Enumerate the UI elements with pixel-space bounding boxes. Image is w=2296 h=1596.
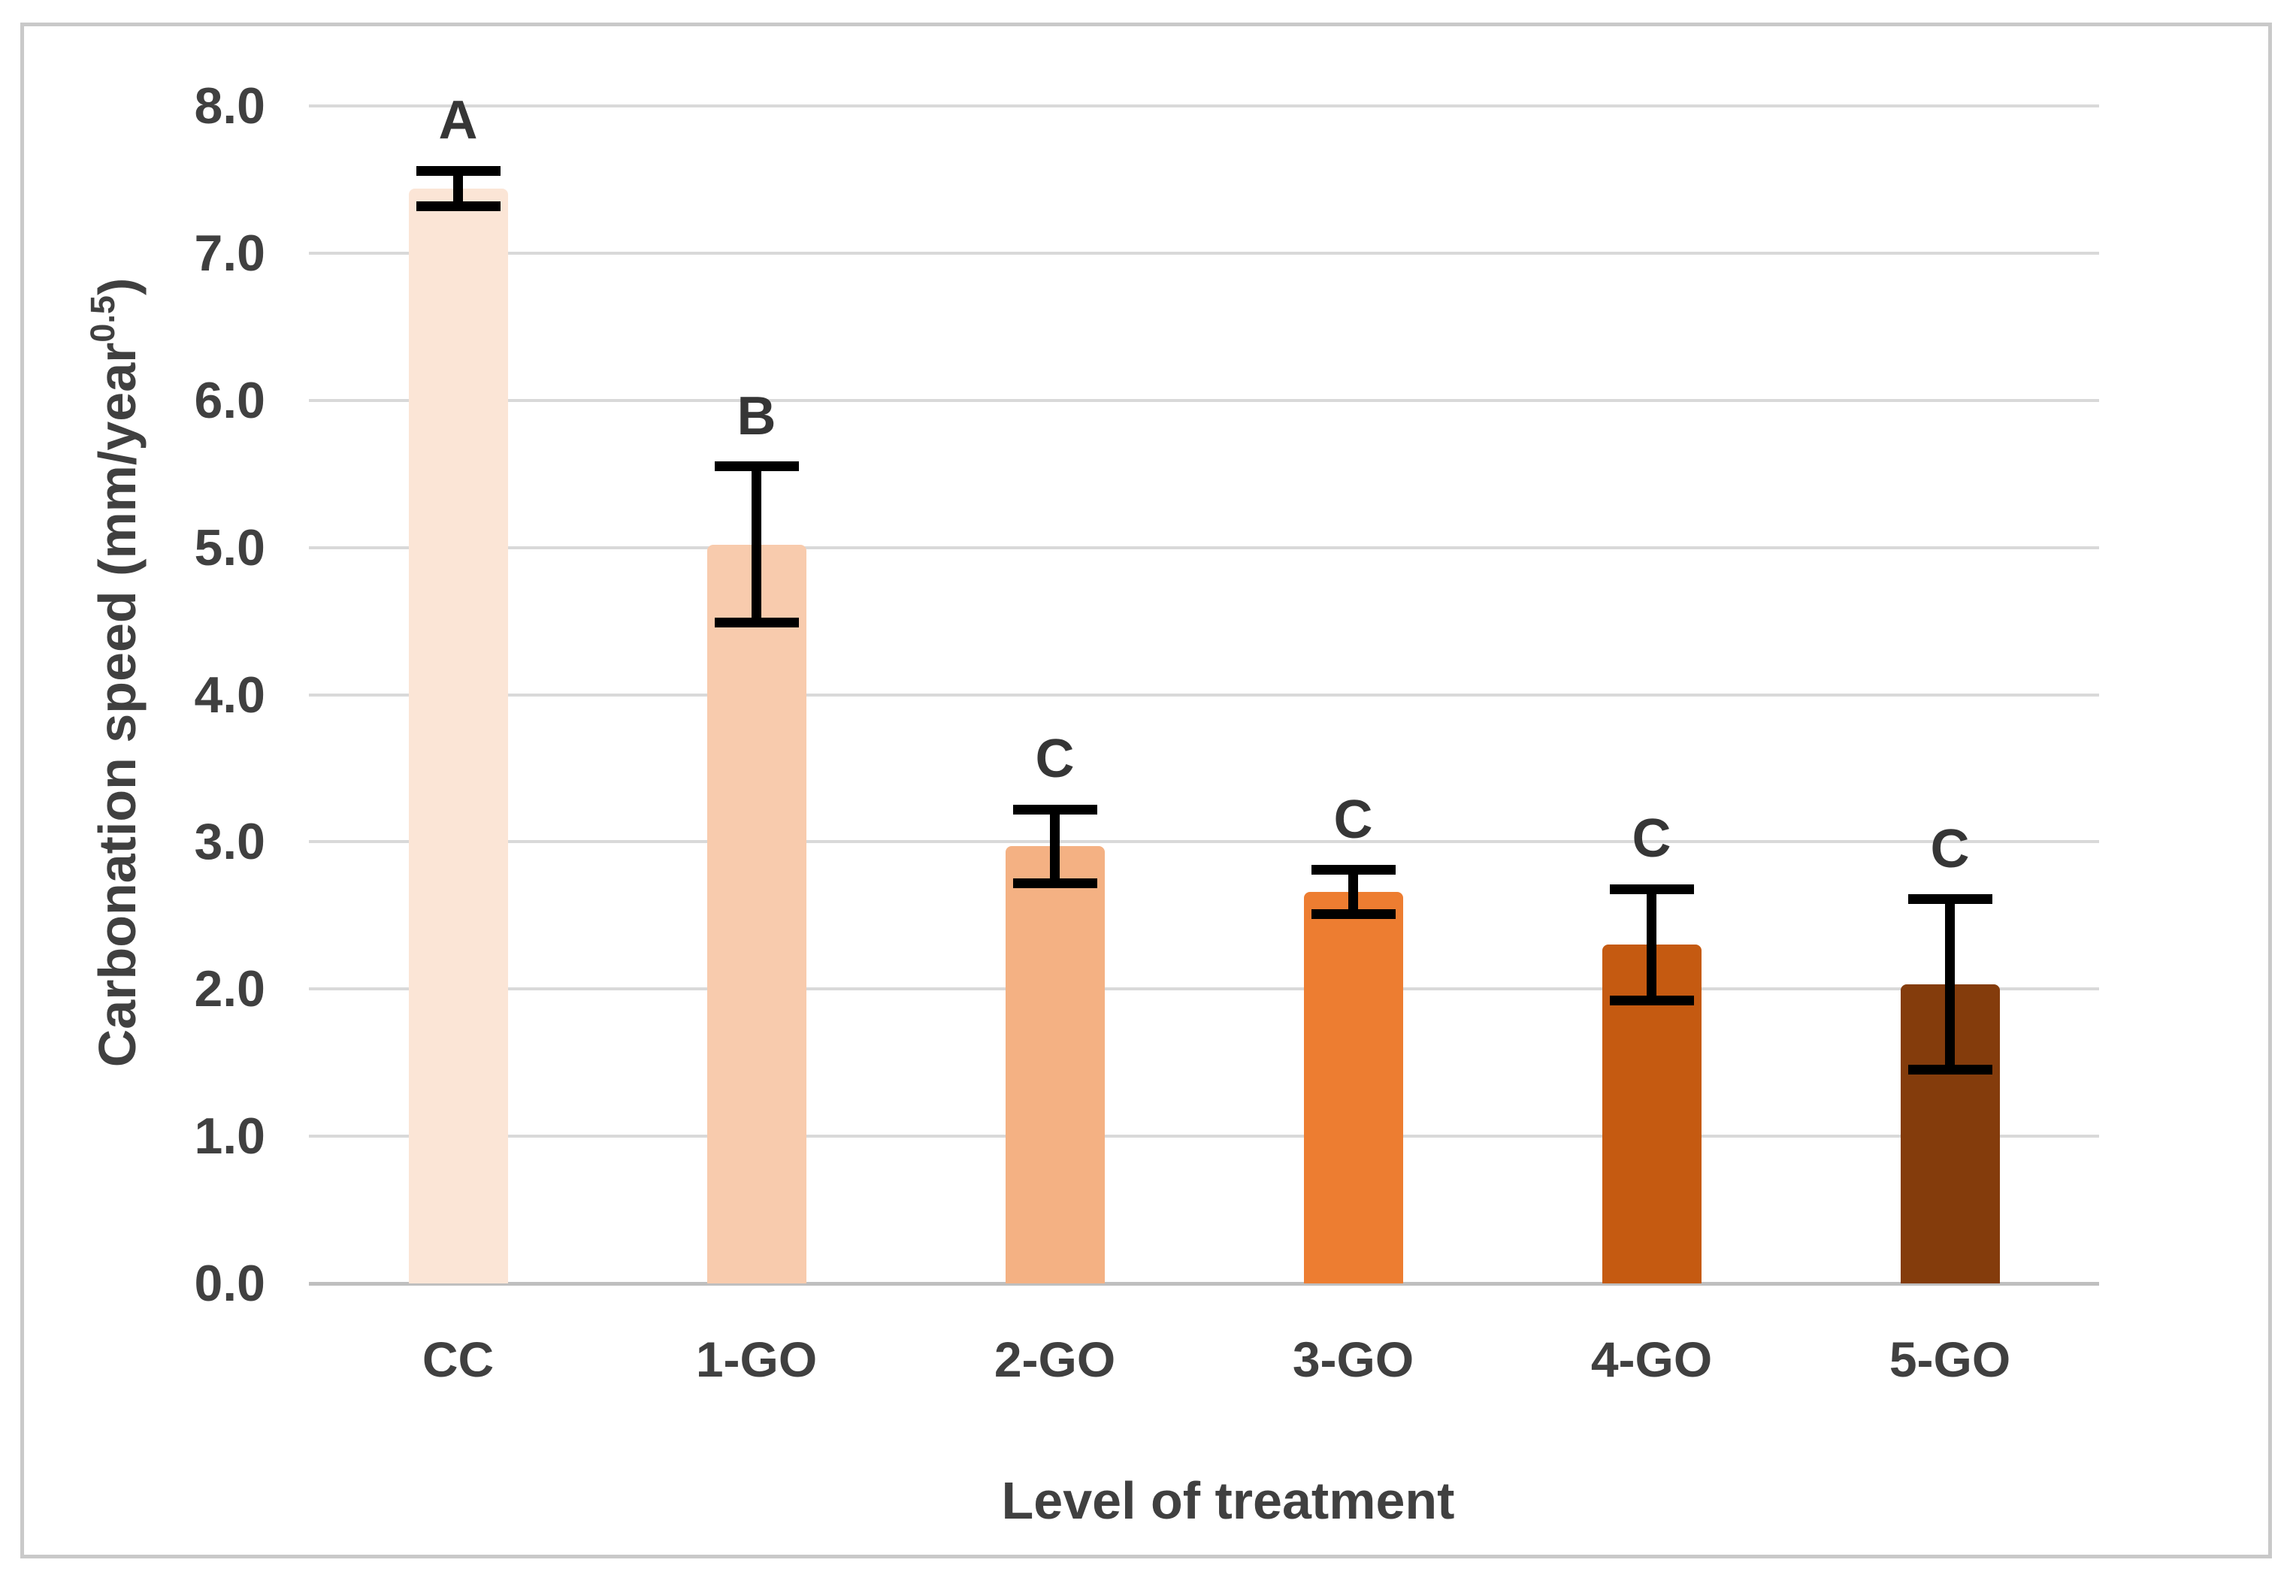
significance-letter: B bbox=[737, 385, 776, 446]
error-bar-line bbox=[1945, 899, 1955, 1070]
x-category-label: 4-GO bbox=[1590, 1332, 1713, 1387]
x-category-label: 3-GO bbox=[1292, 1332, 1414, 1387]
error-bar-line bbox=[1647, 889, 1656, 1001]
y-tick-label: 2.0 bbox=[194, 960, 265, 1018]
x-category-label: 5-GO bbox=[1889, 1332, 2011, 1387]
plot-area: A B C C C C bbox=[309, 92, 2099, 1286]
bar-3-go bbox=[1303, 891, 1403, 1283]
gridline bbox=[309, 104, 2099, 107]
error-bar-line bbox=[453, 171, 463, 207]
gridline bbox=[309, 1135, 2099, 1138]
y-tick-label: 8.0 bbox=[194, 77, 265, 135]
gridline bbox=[309, 398, 2099, 402]
x-axis-line bbox=[309, 1282, 2099, 1286]
error-bar-top-cap bbox=[1907, 894, 1992, 905]
error-bar-top-cap bbox=[1311, 865, 1396, 875]
y-tick-label: 0.0 bbox=[194, 1255, 265, 1312]
chart-frame: Carbonation speed (mm/year0.5) Level of … bbox=[20, 23, 2272, 1558]
y-tick-label: 6.0 bbox=[194, 371, 265, 429]
y-tick-label: 1.0 bbox=[194, 1108, 265, 1165]
gridline bbox=[309, 546, 2099, 549]
y-tick-label: 7.0 bbox=[194, 224, 265, 282]
bar-cc bbox=[408, 188, 508, 1283]
bar-2-go bbox=[1005, 846, 1105, 1283]
bar-1-go bbox=[706, 544, 806, 1283]
x-category-label: 2-GO bbox=[994, 1332, 1116, 1387]
error-bar-line bbox=[1348, 869, 1358, 914]
error-bar-bottom-cap bbox=[1609, 996, 1694, 1006]
significance-letter: C bbox=[1632, 809, 1671, 869]
significance-letter: C bbox=[1930, 818, 1970, 879]
y-tick-label: 4.0 bbox=[194, 666, 265, 724]
error-bar-top-cap bbox=[416, 165, 501, 176]
significance-letter: C bbox=[1333, 789, 1373, 850]
error-bar-top-cap bbox=[1609, 884, 1694, 894]
significance-letter: C bbox=[1035, 729, 1075, 790]
gridline bbox=[309, 693, 2099, 697]
y-tick-label: 3.0 bbox=[194, 813, 265, 871]
y-axis-title-superscript: 0.5 bbox=[83, 295, 122, 343]
error-bar-line bbox=[1050, 809, 1060, 884]
gridline bbox=[309, 251, 2099, 255]
x-axis-title: Level of treatment bbox=[1001, 1471, 1455, 1530]
error-bar-bottom-cap bbox=[714, 618, 799, 628]
gridline bbox=[309, 840, 2099, 844]
error-bar-bottom-cap bbox=[1012, 878, 1097, 888]
x-category-label: CC bbox=[422, 1332, 495, 1387]
gridline bbox=[309, 987, 2099, 991]
error-bar-top-cap bbox=[714, 461, 799, 472]
error-bar-line bbox=[752, 466, 761, 623]
significance-letter: A bbox=[438, 90, 478, 151]
error-bar-bottom-cap bbox=[416, 201, 501, 211]
x-category-label: 1-GO bbox=[695, 1332, 818, 1387]
error-bar-top-cap bbox=[1012, 804, 1097, 815]
error-bar-bottom-cap bbox=[1907, 1065, 1992, 1075]
y-tick-label: 5.0 bbox=[194, 518, 265, 576]
y-axis-title-end: ) bbox=[88, 277, 147, 296]
error-bar-bottom-cap bbox=[1311, 908, 1396, 919]
